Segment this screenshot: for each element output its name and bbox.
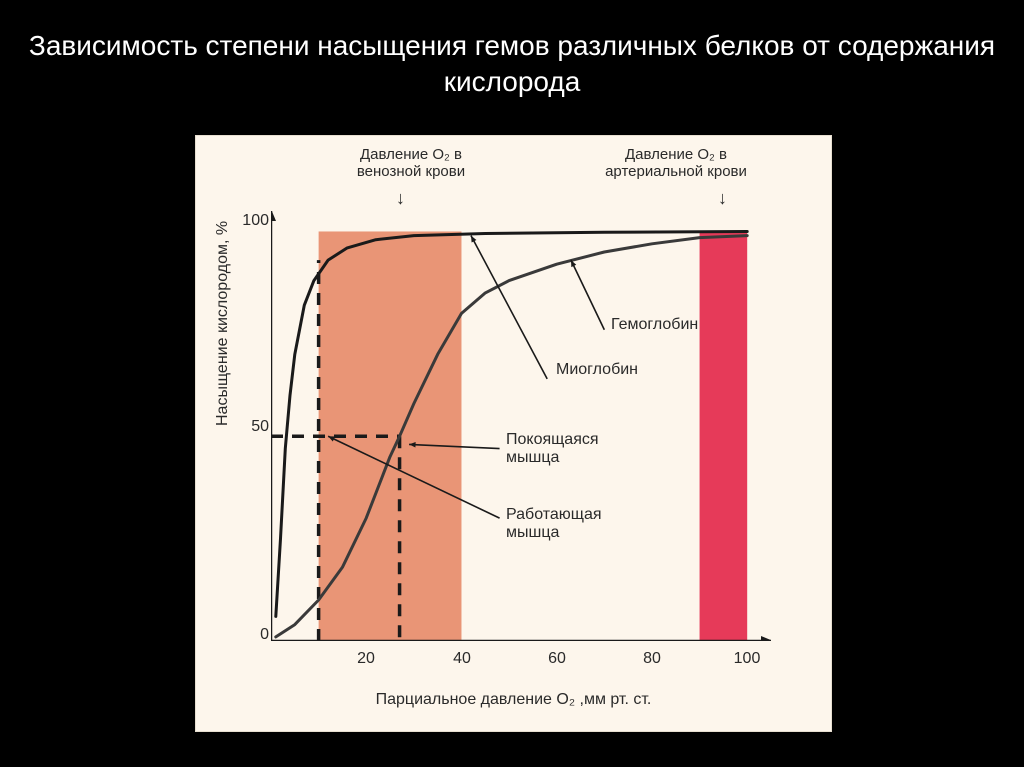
label-working-muscle: Работающаямышца: [506, 506, 602, 542]
ytick-100: 100: [234, 212, 269, 230]
arrow-down-icon: ↓: [396, 188, 405, 209]
x-axis-label: Парциальное давление O₂ ,мм рт. ст.: [196, 691, 831, 709]
xtick-80: 80: [637, 650, 667, 668]
label-hemoglobin: Гемоглобин: [611, 316, 698, 334]
ytick-0: 0: [234, 626, 269, 644]
slide: Зависимость степени насыщения гемов разл…: [0, 0, 1024, 767]
xtick-20: 20: [351, 650, 381, 668]
label-venous-blood: Давление O₂ ввенозной крови: [331, 146, 491, 180]
chart-container: Давление O₂ ввенозной крови Давление O₂ …: [195, 135, 832, 732]
label-arterial-blood: Давление O₂ вартериальной крови: [596, 146, 756, 180]
xtick-40: 40: [447, 650, 477, 668]
plot-area: [271, 211, 771, 641]
label-myoglobin: Миоглобин: [556, 361, 638, 379]
page-title: Зависимость степени насыщения гемов разл…: [0, 0, 1024, 101]
xtick-60: 60: [542, 650, 572, 668]
arrow-down-icon: ↓: [718, 188, 727, 209]
xtick-100: 100: [732, 650, 762, 668]
ytick-50: 50: [234, 418, 269, 436]
y-axis-label: Насыщение кислородом, %: [214, 221, 232, 426]
label-resting-muscle: Покоящаясямышца: [506, 431, 599, 467]
